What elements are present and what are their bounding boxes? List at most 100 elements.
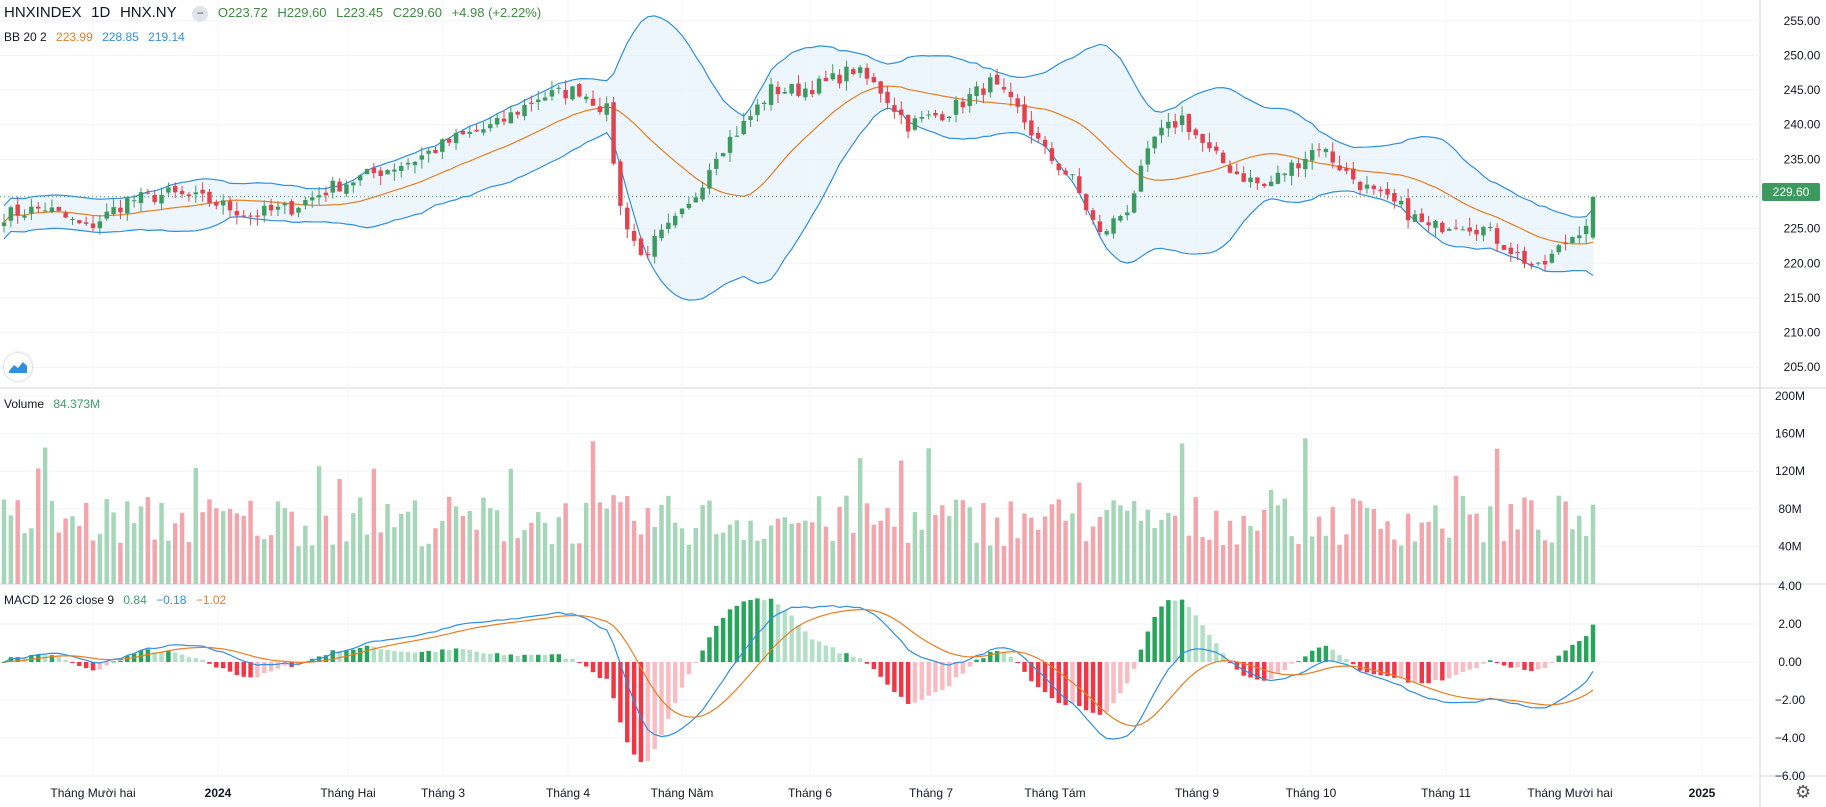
volume-bar bbox=[323, 515, 329, 584]
volume-bar bbox=[138, 506, 144, 584]
gear-icon[interactable]: ⚙ bbox=[1795, 782, 1812, 802]
candle-body bbox=[1364, 184, 1370, 189]
volume-bar bbox=[1481, 542, 1486, 584]
volume-bar bbox=[892, 526, 897, 584]
macd-histogram-bar bbox=[159, 652, 164, 662]
candle-body bbox=[467, 131, 472, 134]
time-tick-label: Tháng Mười hai bbox=[50, 786, 135, 800]
volume-bar bbox=[1015, 538, 1020, 584]
macd-histogram-bar bbox=[1556, 655, 1561, 662]
macd-histogram-bar bbox=[316, 656, 322, 662]
candle-body bbox=[577, 84, 582, 97]
volume-legend[interactable]: Volume 84.373M bbox=[4, 397, 106, 411]
volume-bar bbox=[659, 504, 664, 584]
macd-histogram-bar bbox=[1241, 662, 1246, 676]
bb-legend[interactable]: BB 20 2 223.99 228.85 219.14 bbox=[4, 30, 191, 44]
volume-bar bbox=[234, 513, 240, 584]
candle-body bbox=[1467, 227, 1472, 232]
candle-body bbox=[371, 167, 377, 173]
price-legend: HNXINDEX 1D HNX.NY − O223.72 H229.60 L22… bbox=[4, 4, 547, 22]
volume-bar bbox=[1405, 513, 1411, 584]
bb-basis-line bbox=[3, 85, 1594, 245]
macd-histogram-bar bbox=[652, 662, 657, 750]
volume-bar bbox=[152, 539, 157, 584]
macd-histogram-bar bbox=[1351, 662, 1356, 665]
candle-body bbox=[220, 200, 226, 206]
collapse-icon[interactable]: − bbox=[192, 5, 209, 22]
macd-histogram-bar bbox=[1529, 662, 1534, 672]
volume-bar bbox=[241, 515, 246, 584]
volume-bar bbox=[97, 534, 103, 584]
candle-body bbox=[631, 231, 637, 241]
volume-bar bbox=[830, 541, 835, 584]
volume-bar bbox=[1501, 541, 1507, 584]
candle-body bbox=[1077, 176, 1082, 194]
interval-label[interactable]: 1D bbox=[91, 4, 111, 21]
symbol-label: HNXINDEX bbox=[4, 4, 82, 21]
candle-body bbox=[1248, 177, 1253, 183]
macd-histogram-bar bbox=[1275, 662, 1281, 674]
macd-histogram-bar bbox=[1583, 636, 1589, 662]
macd-histogram-bar bbox=[1330, 649, 1335, 662]
macd-histogram-bar bbox=[892, 662, 897, 692]
macd-histogram-bar bbox=[1289, 662, 1294, 664]
candle-body bbox=[707, 170, 712, 189]
candle-body bbox=[953, 99, 959, 115]
macd-histogram-bar bbox=[248, 662, 253, 678]
macd-legend[interactable]: MACD 12 26 close 9 0.84 −0.18 −1.02 bbox=[4, 593, 232, 607]
macd-histogram-bar bbox=[378, 649, 383, 662]
candle-body bbox=[1419, 213, 1424, 222]
candle-body bbox=[433, 149, 438, 154]
candle-body bbox=[604, 103, 609, 115]
volume-bar bbox=[1248, 526, 1253, 584]
candle-body bbox=[1282, 173, 1288, 176]
macd-histogram-bar bbox=[1104, 662, 1109, 713]
macd-histogram-bar bbox=[899, 662, 904, 697]
volume-bar bbox=[755, 540, 760, 584]
volume-bar bbox=[1303, 438, 1308, 584]
macd-histogram-bar bbox=[1453, 662, 1459, 675]
macd-histogram-bar bbox=[659, 662, 664, 735]
macd-histogram-bar bbox=[1172, 600, 1178, 662]
candle-body bbox=[125, 198, 130, 214]
volume-bar bbox=[1220, 545, 1226, 584]
volume-bar bbox=[330, 544, 335, 584]
volume-bar bbox=[823, 526, 829, 584]
candle-body bbox=[63, 212, 68, 218]
macd-histogram-bar bbox=[337, 651, 342, 662]
volume-bar bbox=[1378, 528, 1383, 584]
candle-body bbox=[542, 97, 548, 101]
volume-bar bbox=[837, 506, 842, 584]
candle-body bbox=[405, 162, 411, 165]
tradingview-logo-icon[interactable] bbox=[4, 353, 32, 381]
volume-bar bbox=[1440, 528, 1445, 584]
candle-body bbox=[666, 222, 671, 230]
macd-histogram-bar bbox=[857, 658, 863, 662]
candle-body bbox=[1138, 165, 1144, 192]
candle-body bbox=[1227, 165, 1233, 173]
volume-bar bbox=[1118, 505, 1123, 584]
volume-tick-label: 80M bbox=[1778, 502, 1801, 516]
volume-bar bbox=[248, 500, 253, 584]
volume-bar bbox=[508, 468, 514, 584]
macd-histogram-bar bbox=[1097, 662, 1103, 715]
candle-body bbox=[960, 101, 966, 108]
macd-histogram-bar bbox=[1083, 662, 1089, 711]
volume-bar bbox=[686, 544, 692, 584]
volume-bar bbox=[1474, 513, 1479, 584]
macd-histogram-bar bbox=[905, 662, 911, 704]
candle-body bbox=[1344, 168, 1349, 171]
volume-bar bbox=[1556, 495, 1561, 584]
price-tick-label: 220.00 bbox=[1784, 256, 1821, 270]
volume-bar bbox=[878, 520, 883, 584]
candle-body bbox=[775, 86, 781, 95]
candle-body bbox=[1357, 182, 1363, 191]
volume-bar bbox=[125, 501, 130, 584]
candle-body bbox=[351, 182, 356, 186]
volume-bar bbox=[933, 514, 938, 584]
macd-histogram-bar bbox=[1392, 662, 1397, 678]
macd-histogram-bar bbox=[1337, 655, 1342, 662]
volume-bar bbox=[131, 523, 137, 584]
macd-histogram-bar bbox=[220, 662, 226, 669]
